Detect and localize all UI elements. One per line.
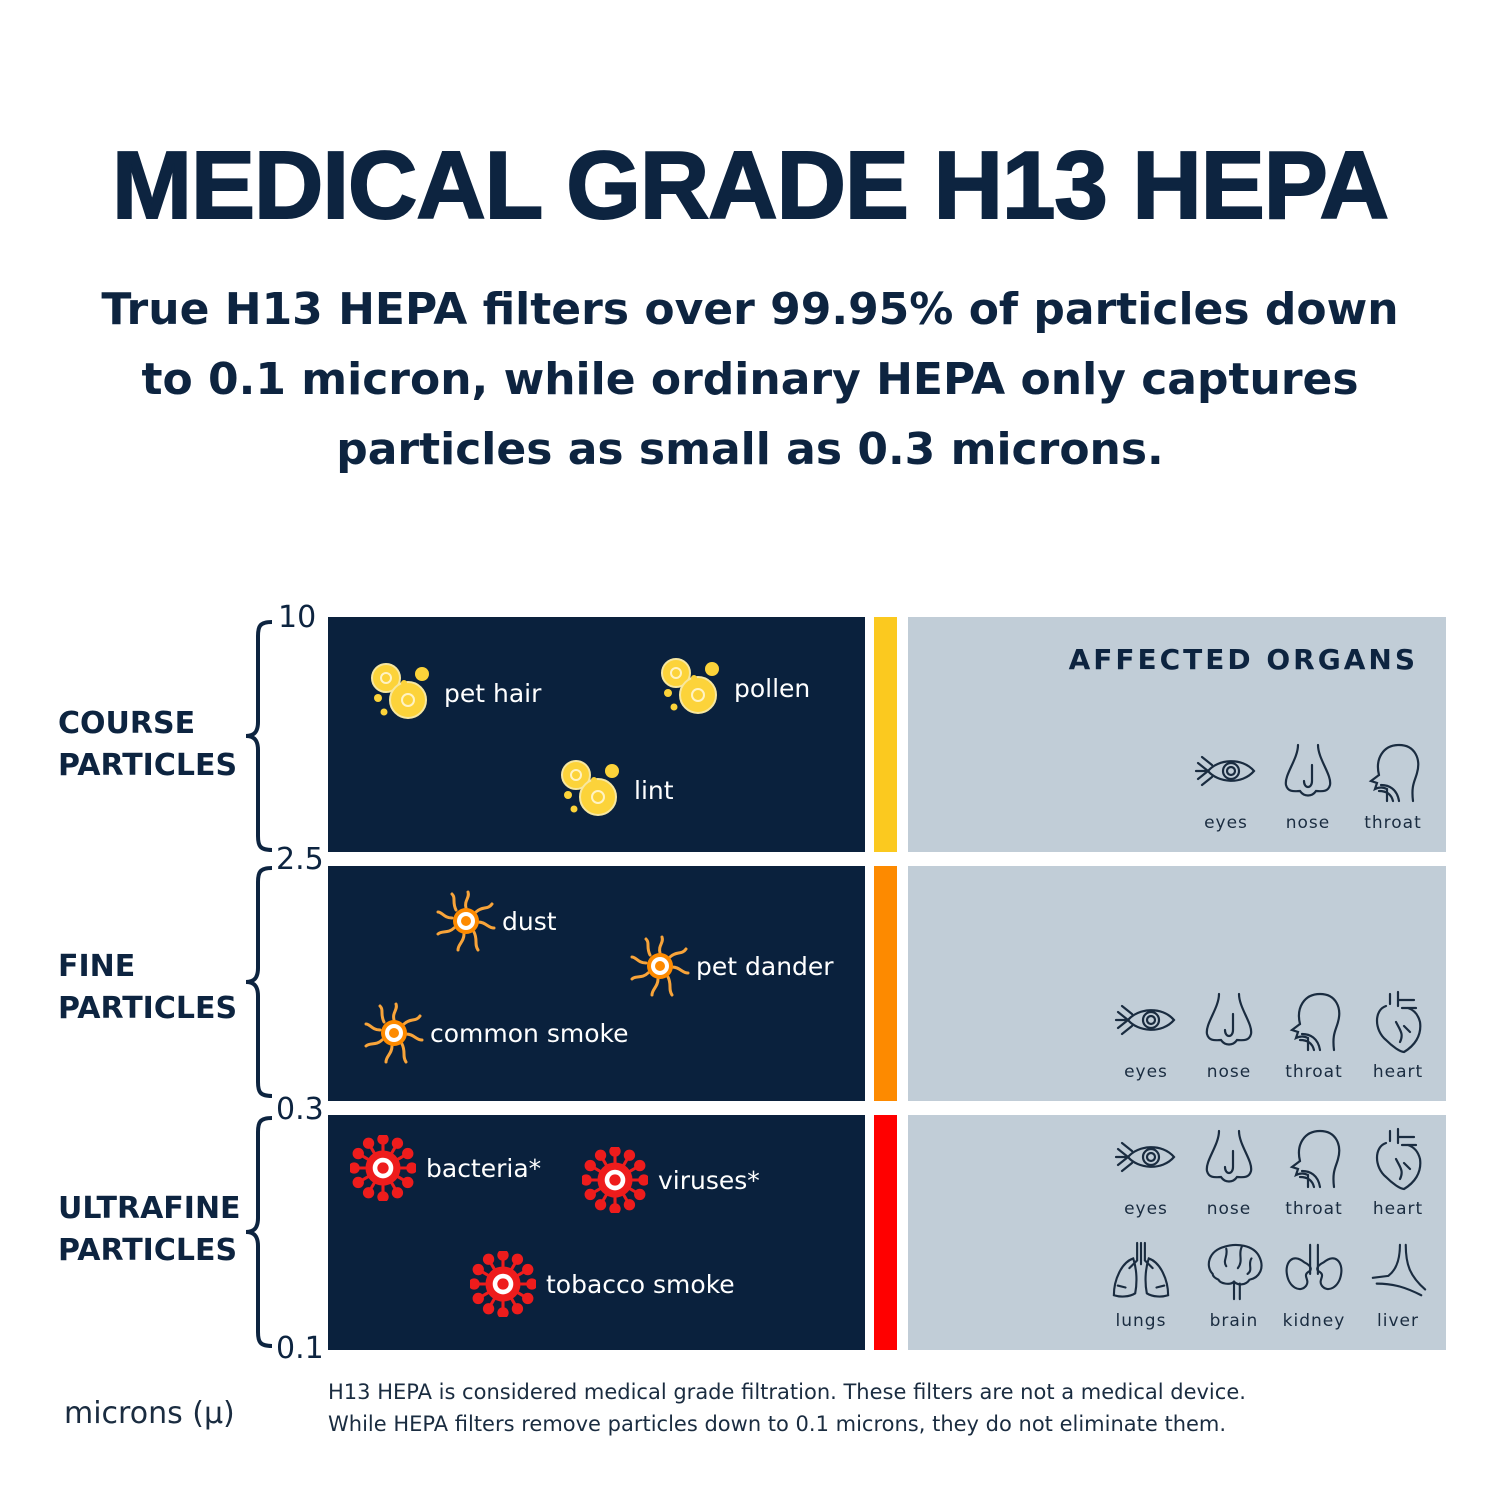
pollen-cluster-icon [561, 760, 620, 816]
kidney-icon [1285, 1243, 1343, 1291]
page-title: MEDICAL GRADE H13 HEPA [111, 132, 1390, 239]
lungs-icon [1112, 1241, 1170, 1298]
organ-item: throat [1353, 741, 1433, 833]
nose-icon [1205, 1129, 1253, 1183]
brace-coarse-icon [245, 620, 273, 852]
footnote-line-2: While HEPA filters remove particles down… [328, 1412, 1227, 1436]
organ-item: kidney [1274, 1241, 1354, 1331]
pollen-cluster-icon [661, 658, 720, 714]
particle-item: dust [434, 888, 557, 954]
eye-icon [1194, 755, 1256, 787]
dust-mite-icon [364, 1002, 424, 1064]
nose-icon [1205, 992, 1253, 1046]
scale-tick-10: 10 [278, 600, 317, 635]
organ-item: throat [1274, 1127, 1354, 1219]
organ-item: lungs [1101, 1241, 1181, 1331]
scale-tick-0-3: 0.3 [276, 1092, 324, 1127]
particle-item: common smoke [362, 1000, 628, 1066]
organ-panel-ultrafine: eyes nose throat heart lungs brain kidne… [908, 1115, 1446, 1350]
throat-icon [1369, 743, 1420, 803]
organ-item: liver [1358, 1241, 1438, 1331]
virus-icon [582, 1147, 648, 1213]
subtitle-line-2: to 0.1 micron, while ordinary HEPA only … [141, 354, 1359, 405]
particle-item: bacteria* [350, 1135, 541, 1201]
footnote: H13 HEPA is considered medical grade fil… [328, 1376, 1246, 1440]
organ-panel-coarse: AFFECTED ORGANS eyes nose throat [908, 617, 1446, 852]
group-label-ultrafine: ULTRAFINE PARTICLES [58, 1191, 241, 1268]
organ-item: brain [1194, 1241, 1274, 1331]
particle-item: pet dander [628, 933, 834, 999]
severity-bar-ultrafine [874, 1115, 897, 1350]
scale-tick-0-1: 0.1 [276, 1331, 324, 1366]
particle-item: viruses* [582, 1147, 760, 1213]
brain-icon [1207, 1243, 1263, 1301]
nose-icon [1284, 743, 1332, 797]
particle-item: lint [560, 759, 674, 821]
group-label-fine: FINE PARTICLES [58, 949, 238, 1026]
affected-organs-heading: AFFECTED ORGANS [1068, 643, 1418, 676]
subtitle-line-1: True H13 HEPA filters over 99.95% of par… [101, 284, 1399, 335]
organ-item: eyes [1106, 990, 1186, 1082]
band-coarse: pet hair pollen lint AFFECTED ORGANS eye… [328, 617, 1446, 852]
particle-item: tobacco smoke [470, 1251, 735, 1317]
severity-bar-fine [874, 866, 897, 1101]
smoke-particle-icon [470, 1251, 536, 1317]
particle-item: pollen [660, 657, 810, 719]
dust-mite-icon [630, 935, 690, 997]
organ-item: throat [1274, 990, 1354, 1082]
bacteria-icon [350, 1135, 416, 1201]
brace-ultrafine-icon [245, 1116, 273, 1348]
eye-icon [1114, 1004, 1176, 1036]
unit-label: microns (µ) [64, 1396, 235, 1431]
heart-icon [1375, 1127, 1422, 1191]
scale-tick-2-5: 2.5 [276, 842, 324, 877]
heart-icon [1375, 990, 1422, 1054]
throat-icon [1290, 1129, 1341, 1189]
particle-panel-ultrafine: bacteria* viruses* tobacco smoke [328, 1115, 865, 1350]
particle-panel-coarse: pet hair pollen lint [328, 617, 865, 852]
organ-item: eyes [1106, 1127, 1186, 1219]
severity-bar-coarse [874, 617, 897, 852]
dust-mite-icon [436, 890, 496, 952]
group-label-coarse: COURSE PARTICLES [58, 706, 238, 783]
organ-panel-fine: eyes nose throat heart [908, 866, 1446, 1101]
subtitle-line-3: particles as small as 0.3 microns. [336, 424, 1164, 475]
liver-icon [1371, 1243, 1427, 1297]
band-ultrafine: bacteria* viruses* tobacco smoke eyes no… [328, 1115, 1446, 1350]
band-fine: dust pet dander common smoke eyes nose t… [328, 866, 1446, 1101]
eye-icon [1114, 1141, 1176, 1173]
organ-item: nose [1189, 1127, 1269, 1219]
organ-item: heart [1358, 1127, 1438, 1219]
subtitle: True H13 HEPA filters over 99.95% of par… [60, 275, 1440, 485]
organ-item: nose [1189, 990, 1269, 1082]
throat-icon [1290, 992, 1341, 1052]
organ-item: heart [1358, 990, 1438, 1082]
particle-panel-fine: dust pet dander common smoke [328, 866, 865, 1101]
footnote-line-1: H13 HEPA is considered medical grade fil… [328, 1380, 1246, 1404]
pollen-cluster-icon [371, 663, 430, 719]
organ-item: nose [1268, 741, 1348, 833]
particle-item: pet hair [370, 662, 541, 724]
brace-fine-icon [245, 866, 273, 1098]
organ-item: eyes [1186, 741, 1266, 833]
